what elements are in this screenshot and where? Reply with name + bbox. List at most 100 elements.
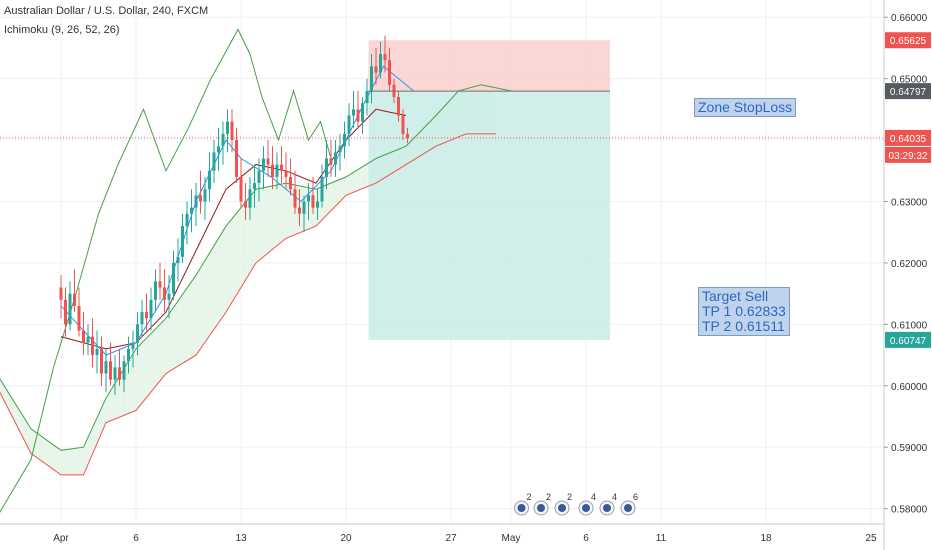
cloud-segment (161, 319, 166, 379)
event-flag[interactable]: 2 (533, 492, 551, 516)
senkou-span-b (0, 133, 496, 476)
candle (271, 146, 274, 190)
cloud-segment (142, 338, 147, 403)
candle (343, 121, 346, 159)
candle (280, 146, 283, 184)
candle (226, 109, 229, 153)
event-flag[interactable]: 4 (578, 492, 596, 516)
x-tick-label: 13 (235, 533, 247, 544)
flag-icon-inner (558, 504, 566, 512)
cloud-segment (22, 415, 27, 445)
candle (248, 176, 252, 220)
candle (262, 146, 265, 190)
candle (172, 250, 175, 300)
event-count: 4 (591, 492, 596, 502)
candle (176, 238, 180, 282)
lagging-span (0, 28, 332, 513)
cloud-segment (15, 403, 19, 430)
event-flag[interactable]: 2 (554, 492, 572, 516)
candle (64, 287, 67, 337)
candle-body (127, 348, 130, 362)
candle (325, 140, 328, 190)
candle-body (145, 312, 148, 319)
cloud-segment (364, 163, 368, 188)
candle (194, 183, 198, 227)
candle-body (118, 367, 121, 380)
cloud-segment (255, 188, 259, 265)
candle (104, 348, 108, 392)
candle (383, 35, 387, 73)
indicator-legend[interactable]: Ichimoku (9, 26, 52, 26) (4, 24, 120, 36)
candle (397, 90, 400, 122)
cloud-segment (180, 292, 184, 365)
candle (77, 287, 81, 337)
candle-body (311, 195, 315, 208)
candle-body (329, 158, 333, 165)
candle (113, 355, 117, 395)
x-tick-label: 18 (760, 533, 772, 544)
cloud-segment (154, 326, 158, 389)
cloud-segment (75, 447, 79, 475)
candle-body (347, 115, 351, 134)
cloud-segment (285, 183, 289, 239)
target-note[interactable]: Target Sell TP 1 0.62833 TP 2 0.61511 (698, 287, 790, 336)
target-zone (368, 91, 610, 340)
cloud-segment (334, 180, 338, 208)
countdown-tag (885, 146, 931, 163)
cloud-segment (195, 270, 199, 356)
candle (316, 189, 319, 220)
cloud-segment (67, 448, 72, 475)
candle-body (91, 336, 94, 356)
candle (208, 152, 211, 202)
candle-body (401, 115, 405, 134)
y-tick-label: 0.62000 (891, 259, 928, 270)
candle-body (334, 152, 337, 165)
cloud-segment (337, 178, 342, 204)
stoploss-note[interactable]: Zone StopLoss (694, 98, 797, 117)
y-tick-label: 0.60000 (891, 382, 928, 393)
candle (221, 121, 225, 165)
event-count: 2 (527, 492, 532, 502)
economic-events: 2 2 2 4 4 6 (514, 492, 638, 516)
candle-body (388, 60, 391, 85)
cloud-segment (172, 303, 177, 370)
flag-icon-inner (603, 504, 611, 512)
candle-body (172, 262, 175, 294)
candle-body (140, 312, 144, 325)
cloud-segment (300, 186, 304, 233)
symbol-title: Australian Dollar / U.S. Dollar, 240, FX… (4, 5, 209, 17)
candle-body (208, 170, 211, 190)
candle (307, 183, 310, 220)
candle-body (239, 176, 243, 202)
x-tick-label: May (502, 533, 521, 544)
candle (212, 140, 216, 184)
candle (338, 133, 342, 171)
cloud-segment (229, 217, 233, 308)
candle-body (316, 201, 319, 208)
event-flag[interactable]: 6 (620, 492, 638, 516)
candle (199, 170, 202, 214)
candle (217, 127, 220, 171)
candle (203, 176, 207, 220)
cloud-segment (341, 177, 346, 200)
flag-icon-inner (624, 504, 632, 512)
event-flag[interactable]: 2 (514, 492, 532, 516)
candle (109, 342, 112, 386)
candle-body (374, 66, 378, 73)
candle-body (338, 146, 342, 153)
cloud-segment (206, 251, 211, 340)
cloud-segment (266, 186, 271, 255)
cloud-segment (94, 416, 98, 451)
candle-body (194, 195, 198, 208)
cloud-segment (202, 258, 207, 346)
candle-body (320, 176, 324, 202)
event-flag[interactable]: 4 (599, 492, 617, 516)
cloud-segment (120, 368, 124, 417)
cloud-segment (210, 245, 214, 335)
candle-body (149, 299, 153, 319)
candle (347, 103, 351, 147)
price-tag-label: 0.60747 (890, 336, 927, 347)
cloud-segment (240, 203, 244, 289)
cloud-segment (86, 432, 91, 468)
